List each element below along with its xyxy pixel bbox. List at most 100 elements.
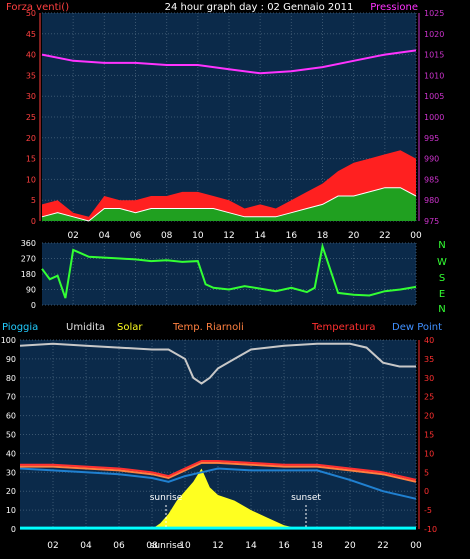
wind-tick-label: 15	[26, 155, 36, 164]
wind-tick-label: 20	[26, 134, 36, 143]
time-tick-label: 14	[254, 231, 266, 241]
wind-speed-axis: 0 5 10 15 20 25 30 35 40 45 50	[26, 9, 41, 226]
wind-direction-tick-label: 0	[31, 301, 36, 310]
time-tick-label: 00	[410, 541, 422, 551]
temperature-tick-label: 0	[424, 487, 429, 496]
temperature-tick-label: 25	[424, 393, 434, 402]
pressure-axis: 975 980 985 990 995 1000 1005 1010 1015 1020 1025	[418, 9, 444, 226]
time-tick-label: 04	[80, 541, 92, 551]
wind-tick-label: 25	[26, 113, 36, 122]
time-tick-label: 02	[47, 541, 58, 551]
time-axis-bottom: 02 04 06 08 10 12 14 16 18 20 22 00	[47, 541, 422, 551]
compass-label-n2: N	[438, 304, 445, 315]
sunrise-axis-label: sunrise	[150, 541, 183, 551]
humidity-tick-label: 80	[6, 374, 16, 383]
time-tick-label: 22	[377, 541, 388, 551]
temperature-tick-label: 30	[424, 374, 434, 383]
time-tick-label: 06	[130, 231, 142, 241]
wind-tick-label: 0	[31, 217, 36, 226]
wind-tick-label: 45	[26, 30, 36, 39]
legend-rain: Pioggia	[2, 322, 38, 333]
time-tick-label: 10	[179, 541, 191, 551]
humidity-tick-label: 0	[11, 525, 16, 534]
pressure-tick-label: 1005	[424, 92, 444, 101]
humidity-tick-label: 60	[6, 412, 16, 421]
pressure-line	[41, 49, 417, 75]
time-tick-label: 14	[245, 541, 257, 551]
time-tick-label: 16	[286, 231, 298, 241]
wind-tick-label: 30	[26, 92, 36, 101]
time-axis-top: 02 04 06 08 10 12 14 16 18 20 22 00	[67, 231, 422, 241]
time-tick-label: 12	[212, 541, 223, 551]
wind-tick-label: 40	[26, 51, 36, 60]
pressure-tick-label: 1025	[424, 9, 444, 18]
pressure-axis-title: Pressione	[370, 2, 418, 13]
legend-humidity: Umidita	[66, 322, 105, 333]
temperature-tick-label: 35	[424, 355, 434, 364]
time-tick-label: 20	[348, 231, 360, 241]
time-tick-label: 18	[317, 231, 329, 241]
humidity-tick-label: 100	[1, 336, 16, 345]
wind-axis-title: Forza venti()	[6, 2, 69, 13]
legend-temperature: Temperatura	[311, 322, 376, 333]
humidity-tick-label: 90	[6, 355, 16, 364]
wind-gust-area	[42, 150, 416, 221]
time-tick-label: 06	[113, 541, 125, 551]
legend-temp-riarnoli: Temp. Riarnoli	[172, 322, 244, 333]
wind-direction-tick-label: 360	[21, 239, 36, 248]
dew-point-line	[19, 467, 417, 500]
time-tick-label: 20	[344, 541, 356, 551]
time-tick-label: 22	[379, 231, 390, 241]
temperature-tick-label: 40	[424, 336, 434, 345]
temp-humidity-series	[19, 342, 417, 530]
wind-tick-label: 10	[26, 175, 36, 184]
humidity-tick-label: 40	[6, 449, 16, 458]
temperature-tick-label: 5	[424, 468, 429, 477]
chart-title: 24 hour graph day : 02 Gennaio 2011	[165, 2, 354, 13]
temp-riarnoli-line	[20, 461, 417, 483]
pressure-tick-label: 1020	[424, 30, 444, 39]
wind-direction-tick-label: 270	[21, 255, 36, 264]
time-tick-label: 08	[161, 231, 173, 241]
humidity-axis: 0 10 20 30 40 50 60 70 80 90 100	[1, 336, 16, 534]
wind-tick-label: 35	[26, 71, 36, 80]
legend-dew-point: Dew Point	[392, 322, 442, 333]
pressure-tick-label: 1010	[424, 71, 444, 80]
time-tick-label: 02	[67, 231, 78, 241]
solar-area	[152, 468, 301, 529]
wind-tick-label: 50	[26, 9, 36, 18]
compass-label-e: E	[439, 289, 445, 300]
temperature-tick-label: 10	[424, 449, 434, 458]
wind-avg-area	[42, 187, 416, 221]
humidity-tick-label: 20	[6, 487, 16, 496]
temperature-axis: -10 -5 0 5 10 15 20 25 30 35 40	[418, 336, 437, 534]
time-tick-label: 00	[410, 231, 422, 241]
pressure-tick-label: 980	[424, 196, 439, 205]
wind-avg-line	[41, 187, 417, 222]
temperature-tick-label: -5	[424, 506, 432, 515]
pressure-tick-label: 1000	[424, 113, 444, 122]
pressure-tick-label: 1015	[424, 51, 444, 60]
temperature-tick-label: 20	[424, 412, 434, 421]
temperature-line	[20, 460, 417, 481]
time-tick-label: 12	[223, 231, 234, 241]
temperature-tick-label: 15	[424, 431, 434, 440]
wind-direction-series	[41, 242, 417, 299]
compass-label-s: S	[439, 273, 445, 284]
wind-direction-tick-label: 90	[26, 286, 36, 295]
time-tick-label: 08	[146, 541, 158, 551]
pressure-tick-label: 975	[424, 217, 439, 226]
humidity-line	[19, 342, 416, 385]
wind-direction-axis: 0 90 180 270 360	[21, 239, 36, 310]
wind-direction-tick-label: 180	[21, 270, 36, 279]
wind-pressure-series	[41, 49, 417, 222]
humidity-tick-label: 50	[6, 431, 16, 440]
pressure-tick-label: 995	[424, 134, 439, 143]
legend-solar: Solar	[117, 322, 143, 333]
humidity-tick-label: 70	[6, 393, 16, 402]
sunrise-label: sunrise	[150, 493, 183, 503]
pressure-tick-label: 985	[424, 175, 439, 184]
time-tick-label: 16	[278, 541, 290, 551]
time-tick-label: 10	[192, 231, 204, 241]
